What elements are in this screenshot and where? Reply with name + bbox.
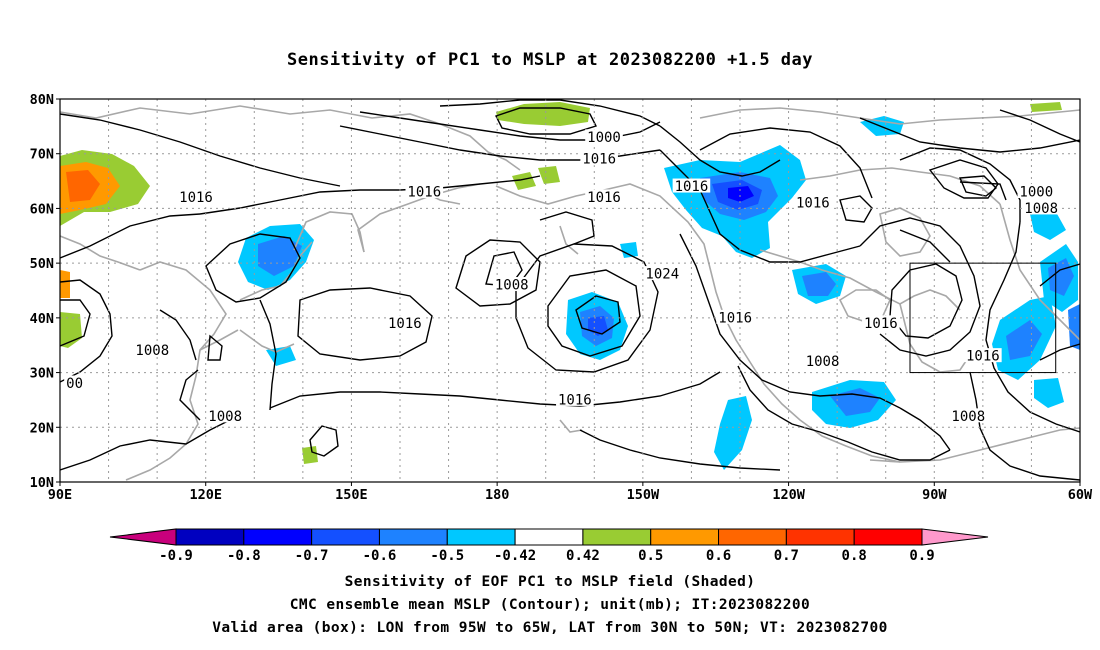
lon-tick-label: 150W <box>627 487 660 503</box>
legend-label: 0.6 <box>706 548 731 564</box>
contour-label-bg <box>585 129 623 144</box>
legend-swatch <box>175 528 245 546</box>
legend-label: 0.5 <box>638 548 663 564</box>
contour-label-bg <box>133 342 172 357</box>
contour-label-bg <box>1017 184 1056 199</box>
contour-label: 1008 <box>135 343 169 359</box>
lat-tick-label: 50N <box>30 256 54 272</box>
lat-tick-label: 80N <box>30 92 54 108</box>
contour-label: 1016 <box>966 349 1000 365</box>
color-legend: -0.9 -0.8 -0.7 -0.6 -0.5 -0.42 0.42 0.5 0.6 0.7 0.… <box>109 528 989 564</box>
legend-label: 0.7 <box>774 548 799 564</box>
lon-tick-label: 180 <box>485 487 509 503</box>
lon-tick-label: 90E <box>48 487 72 503</box>
contour-label-bg <box>949 408 988 423</box>
legend-label: -0.42 <box>494 548 536 564</box>
legend-label: -0.8 <box>227 548 261 564</box>
lat-tick-label: 40N <box>30 311 54 327</box>
contour-label-bg <box>585 189 623 204</box>
legend-label: -0.9 <box>159 548 193 564</box>
lat-tick-label: 10N <box>30 475 54 491</box>
contour-label-bg <box>672 178 711 193</box>
map-title: Sensitivity of PC1 to MSLP at 2023082200… <box>286 50 813 70</box>
lat-tick-label: 70N <box>30 147 54 163</box>
contour-label: 1008 <box>1024 201 1058 217</box>
legend-extend-right <box>921 528 989 546</box>
contour-label: 1000 <box>587 130 621 146</box>
legend-swatch <box>378 528 448 546</box>
contour-label-bg <box>803 353 842 368</box>
legend-label: 0.9 <box>909 548 934 564</box>
legend-extend-left <box>109 528 177 546</box>
lon-tick-label: 90W <box>922 487 947 503</box>
contour-label: 1016 <box>582 152 616 168</box>
legend-label: -0.6 <box>363 548 397 564</box>
lon-tick-label: 60W <box>1068 487 1093 503</box>
caption-valid-area: Valid area (box): LON from 95W to 65W, L… <box>212 620 888 636</box>
contour-label-bg <box>794 194 832 209</box>
contour-label-bg <box>716 309 754 324</box>
contour-label-bg <box>862 315 900 330</box>
lon-tick-label: 120E <box>189 487 222 503</box>
contour-label: 1016 <box>407 185 441 201</box>
contour-label-bg <box>643 266 682 281</box>
legend-swatch <box>582 528 652 546</box>
shaded-sensitivity <box>60 102 1080 470</box>
contour-label-bg <box>386 315 424 330</box>
legend-label: -0.7 <box>295 548 329 564</box>
contour-label-bg <box>556 391 594 406</box>
contour-label-bg <box>206 408 244 423</box>
contour-label: 1016 <box>388 316 422 332</box>
contour-label: 1016 <box>558 392 592 408</box>
contour-label-bg <box>1022 200 1060 215</box>
contour-label: 1008 <box>495 278 529 294</box>
contour-label: 00 <box>66 376 83 392</box>
contour-label: 1024 <box>645 267 679 283</box>
legend-swatch <box>718 528 787 546</box>
legend-swatch <box>650 528 720 546</box>
lat-lon-grid <box>60 99 1080 482</box>
contour-label-bg <box>64 375 85 390</box>
contour-label: 1016 <box>179 190 213 206</box>
legend-label: -0.5 <box>430 548 464 564</box>
legend-swatch <box>514 528 584 546</box>
contour-label-bg <box>405 184 444 199</box>
legend-label: 0.8 <box>842 548 867 564</box>
caption-shaded: Sensitivity of EOF PC1 to MSLP field (Sh… <box>344 574 756 590</box>
legend-swatch <box>311 528 380 546</box>
legend-swatch <box>853 528 923 546</box>
contour-label: 1016 <box>796 195 830 211</box>
caption-contour: CMC ensemble mean MSLP (Contour); unit(m… <box>289 597 811 613</box>
contour-label-bg <box>177 189 215 204</box>
legend-label: 0.42 <box>566 548 600 564</box>
legend-swatch <box>785 528 855 546</box>
contour-label: 1008 <box>208 409 242 425</box>
lat-tick-label: 60N <box>30 201 54 217</box>
legend-swatch <box>243 528 313 546</box>
lat-tick-label: 30N <box>30 366 54 382</box>
contour-label: 1008 <box>806 354 840 370</box>
contour-label: 1016 <box>864 316 898 332</box>
contour-label-bg <box>964 348 1002 363</box>
contour-label: 1016 <box>587 190 621 206</box>
contour-label: 1008 <box>951 409 985 425</box>
contour-label: 1000 <box>1019 185 1053 201</box>
contour-label: 1016 <box>675 179 709 195</box>
lon-tick-label: 150E <box>335 487 368 503</box>
lat-tick-label: 20N <box>30 420 54 436</box>
legend-swatch <box>446 528 516 546</box>
valid-area-box <box>909 262 1057 374</box>
contour-label: 1016 <box>718 310 752 326</box>
lon-tick-label: 120W <box>772 487 805 503</box>
plot-frame <box>59 98 1081 483</box>
contour-label-bg <box>580 151 618 166</box>
contour-label-bg <box>492 277 531 292</box>
